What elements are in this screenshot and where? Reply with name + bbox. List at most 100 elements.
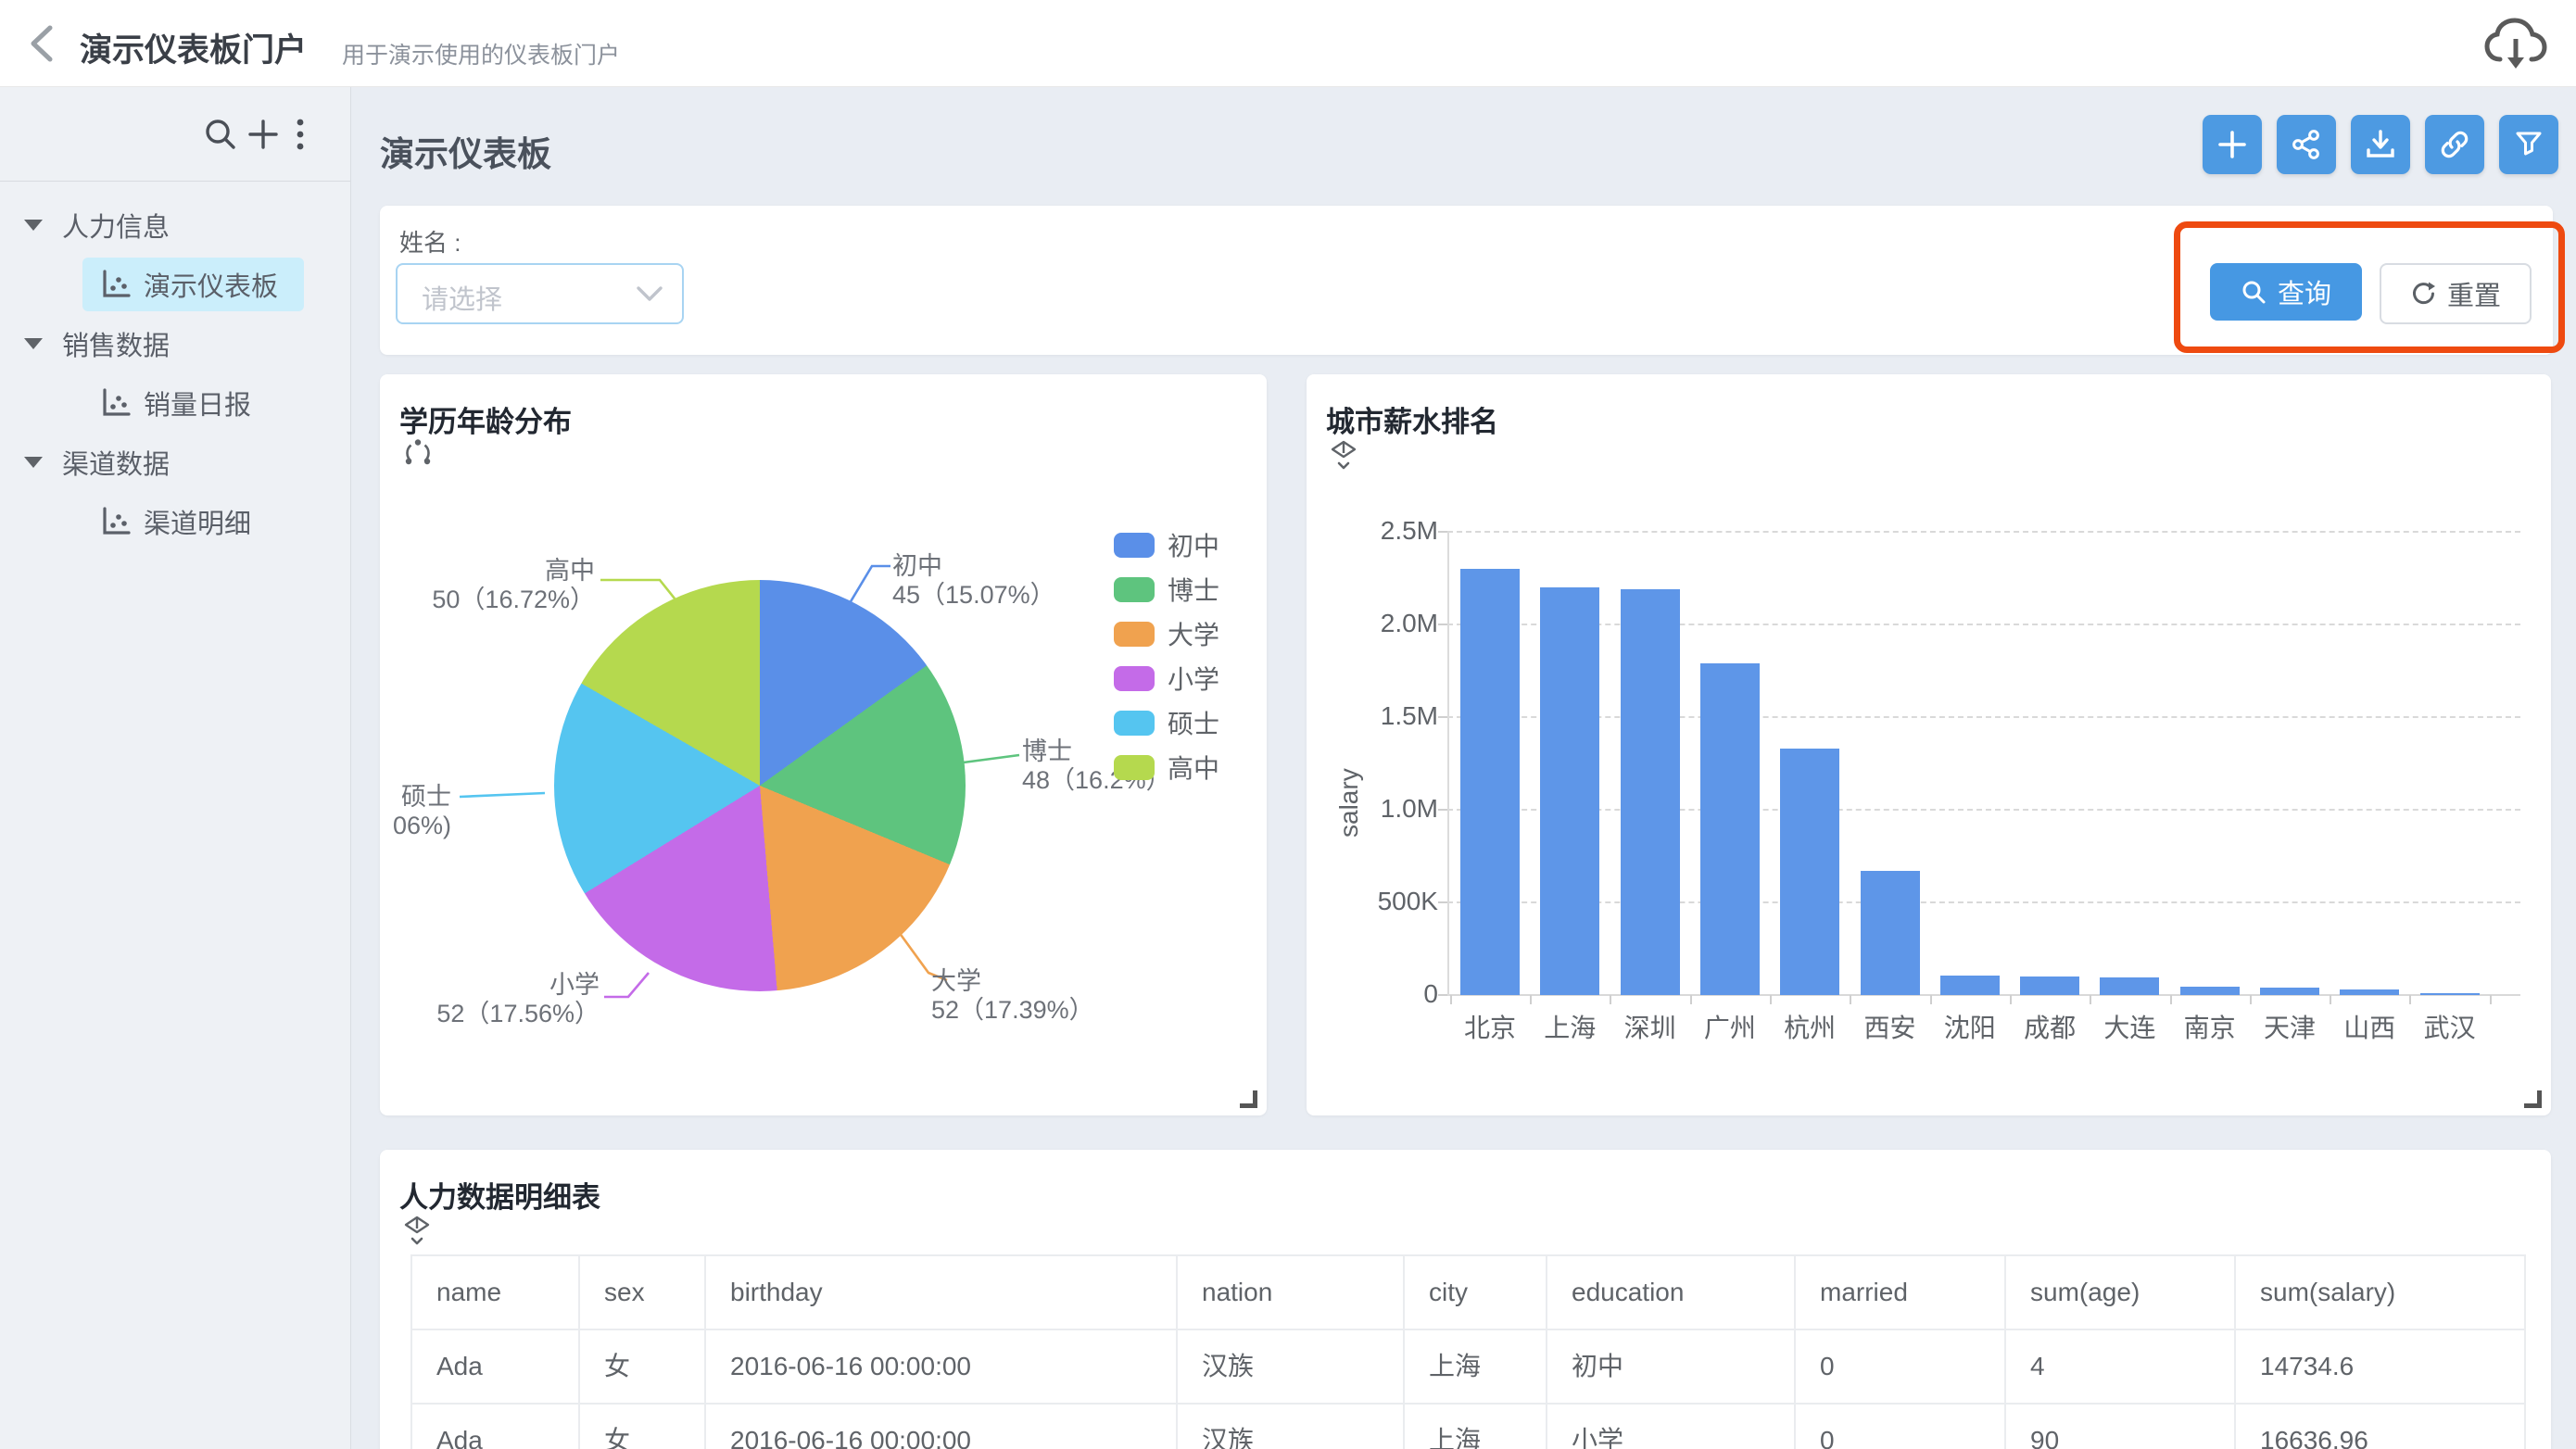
chart-icon	[103, 388, 131, 416]
table-cell: 2016-06-16 00:00:00	[706, 1330, 1178, 1405]
pie-chart[interactable]	[554, 580, 966, 991]
search-icon	[2242, 281, 2266, 304]
x-axis-tick-label: 广州	[1703, 1014, 1756, 1042]
filter-field-label: 姓名 :	[399, 229, 461, 257]
y-axis-tick-label: 2.0M	[1380, 609, 1438, 637]
share-button[interactable]	[2277, 115, 2336, 174]
bar-成都[interactable]	[2020, 976, 2080, 995]
chart-icon	[103, 270, 131, 297]
chevron-down-icon	[637, 286, 663, 301]
query-button-label: 查询	[2277, 280, 2331, 309]
gridline	[1447, 994, 2520, 996]
table-cell: 汉族	[1178, 1405, 1405, 1449]
x-axis-tick-label: 成都	[2024, 1014, 2077, 1042]
y-axis-tick-label: 2.5M	[1380, 516, 1438, 545]
legend-item[interactable]: 硕士	[1114, 700, 1219, 745]
bar-深圳[interactable]	[1620, 589, 1680, 995]
data-table: name sex birthday nation city education marrie…	[410, 1254, 2526, 1449]
table-header-cell: sex	[580, 1256, 706, 1330]
legend-swatch	[1114, 754, 1155, 780]
table-cell: 0	[1796, 1405, 2006, 1449]
reset-button[interactable]: 重置	[2380, 263, 2532, 324]
table-cell: 汉族	[1178, 1330, 1405, 1405]
table-card: 人力数据明细表 name sex birthday nation city educati…	[380, 1150, 2551, 1449]
resize-handle-icon[interactable]	[1240, 1090, 1257, 1108]
pie-chart-card: 学历年龄分布 初中 45（15.07%） 博士 48（16.2%） 大学 52（17.39…	[380, 374, 1267, 1115]
drill-icon[interactable]	[1331, 439, 1357, 471]
y-axis-tick	[1438, 531, 1447, 533]
table-cell: Ada	[412, 1330, 580, 1405]
sidebar-item-label: 渠道明细	[144, 510, 252, 539]
legend-item[interactable]: 小学	[1114, 656, 1219, 700]
back-icon[interactable]	[24, 22, 61, 65]
table-cell: 上海	[1405, 1330, 1547, 1405]
y-axis-tick	[1438, 624, 1447, 625]
search-icon[interactable]	[203, 117, 238, 152]
table-header-cell: sum(age)	[2006, 1256, 2236, 1330]
resize-handle-icon[interactable]	[2524, 1090, 2542, 1108]
y-axis-tick-label: 1.5M	[1380, 701, 1438, 730]
add-button[interactable]	[2203, 115, 2262, 174]
cloud-download-icon[interactable]	[2483, 17, 2548, 72]
bar-杭州[interactable]	[1780, 749, 1840, 995]
bar-chart-title: 城市薪水排名	[1326, 406, 1498, 438]
query-button[interactable]: 查询	[2210, 263, 2362, 321]
linkage-icon[interactable]	[404, 439, 432, 467]
legend-label: 大学	[1168, 621, 1220, 649]
sidebar-group[interactable]: 渠道数据	[0, 435, 350, 489]
export-button[interactable]	[2351, 115, 2410, 174]
plus-icon[interactable]	[246, 117, 281, 152]
table-cell: 4	[2006, 1330, 2236, 1405]
table-cell: 初中	[1547, 1330, 1796, 1405]
x-axis-tick	[1770, 995, 1773, 1004]
bar-上海[interactable]	[1540, 587, 1600, 995]
x-axis-tick	[2090, 995, 2092, 1004]
dashboard-action-buttons	[2203, 115, 2558, 174]
x-axis-tick-label: 南京	[2183, 1014, 2236, 1042]
sidebar-group[interactable]: 人力信息	[0, 198, 350, 252]
chart-icon	[103, 507, 131, 535]
legend-swatch	[1114, 621, 1155, 647]
bar-武汉[interactable]	[2419, 993, 2480, 995]
table-cell: 2016-06-16 00:00:00	[706, 1405, 1178, 1449]
legend-label: 小学	[1168, 665, 1220, 694]
sidebar-item-渠道明细[interactable]: 渠道明细	[0, 495, 350, 548]
bar-北京[interactable]	[1460, 569, 1520, 995]
drill-icon[interactable]	[404, 1215, 430, 1246]
legend-swatch	[1114, 532, 1155, 558]
pie-slice-label: 硕士 06%)	[392, 783, 451, 839]
link-button[interactable]	[2425, 115, 2484, 174]
bar-天津[interactable]	[2260, 988, 2319, 995]
bar-沈阳[interactable]	[1939, 976, 2000, 995]
sidebar-item-label: 演示仪表板	[144, 272, 279, 302]
bar-南京[interactable]	[2179, 987, 2240, 995]
legend-label: 高中	[1168, 754, 1220, 783]
x-axis-tick	[1689, 995, 1692, 1004]
link-icon	[2441, 131, 2469, 158]
pie-slice-label: 初中 45（15.07%）	[892, 552, 1055, 609]
name-select[interactable]: 请选择	[396, 263, 684, 324]
legend-item[interactable]: 博士	[1114, 567, 1219, 611]
legend-item[interactable]: 大学	[1114, 611, 1219, 656]
table-title: 人力数据明细表	[399, 1181, 600, 1214]
sidebar: 人力信息演示仪表板销售数据 销量日报 渠道数据渠道明细	[0, 86, 351, 1449]
funnel-icon	[2516, 132, 2542, 156]
gridline	[1447, 624, 2520, 625]
legend-item[interactable]: 初中	[1114, 523, 1219, 567]
bar-西安[interactable]	[1860, 871, 1920, 995]
y-axis-tick-label: 500K	[1377, 887, 1438, 915]
legend-item[interactable]: 高中	[1114, 745, 1219, 789]
sidebar-group[interactable]: 销售数据	[0, 317, 350, 371]
gridline	[1447, 901, 2520, 903]
bar-山西[interactable]	[2340, 989, 2400, 995]
kebab-menu-icon[interactable]	[293, 117, 308, 154]
portal-header: 演示仪表板门户 用于演示使用的仪表板门户	[0, 0, 2576, 87]
sidebar-item-销量日报[interactable]: 销量日报	[0, 376, 350, 430]
bar-大连[interactable]	[2100, 977, 2160, 995]
bar-广州[interactable]	[1699, 663, 1760, 995]
legend-label: 博士	[1168, 576, 1220, 605]
sidebar-item-演示仪表板[interactable]: 演示仪表板	[0, 258, 350, 311]
filter-button[interactable]	[2499, 115, 2558, 174]
table-header-cell: city	[1405, 1256, 1547, 1330]
table-cell: 90	[2006, 1405, 2236, 1449]
